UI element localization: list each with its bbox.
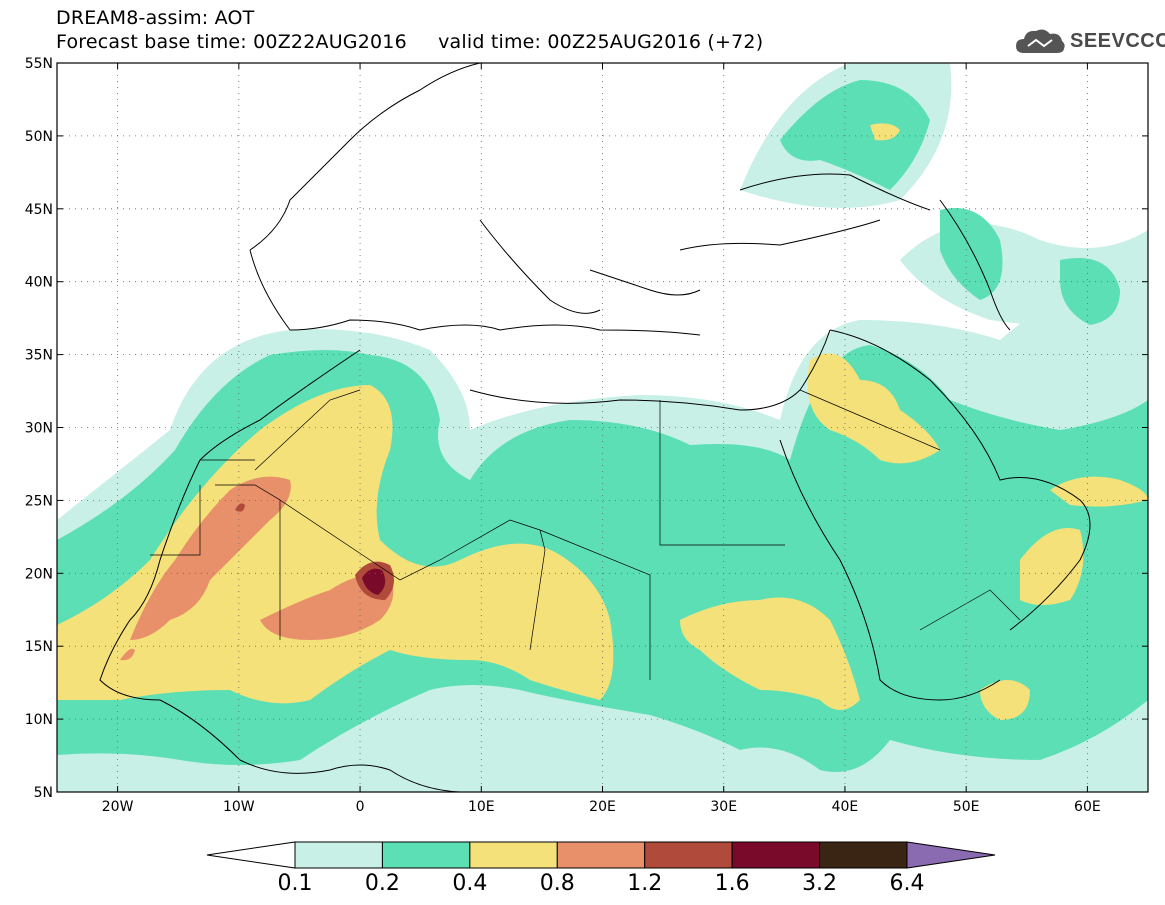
seevccc-logo: SEEVCCC <box>1014 26 1165 56</box>
colorbar-label: 0.4 <box>452 871 487 896</box>
lon-tick-label: 50E <box>953 799 980 815</box>
axis-ticks <box>57 62 1148 793</box>
country-borders <box>150 389 1021 680</box>
lon-tick-label: 30E <box>710 799 737 815</box>
colorbar-swatch <box>469 841 558 869</box>
lat-tick-label: 25N <box>25 493 53 509</box>
colorbar-swatch <box>556 841 646 869</box>
colorbar-label: 0.1 <box>278 871 313 896</box>
colorbar-labels: 0.1 0.2 0.4 0.8 1.2 1.6 3.2 6.4 <box>278 871 925 896</box>
colorbar-label: 0.2 <box>365 871 400 896</box>
colorbar-swatch <box>294 841 383 869</box>
lat-tick-label: 45N <box>25 202 53 218</box>
lat-tick-label: 15N <box>25 639 53 655</box>
lon-tick-label: 0 <box>356 799 365 815</box>
lat-tick-label: 20N <box>25 566 53 582</box>
forecast-time-line: Forecast base time: 00Z22AUG2016 valid t… <box>56 31 764 53</box>
lat-tick-label: 10N <box>25 712 53 728</box>
colorbar-label: 6.4 <box>890 871 925 896</box>
aot-level-0.4 <box>57 123 1148 720</box>
colorbar-low-arrow <box>206 841 296 869</box>
colorbar-swatch <box>819 841 908 869</box>
longitude-labels: 20W 10W 0 10E 20E 30E 40E 50E 60E <box>102 799 1101 815</box>
lon-tick-label: 20W <box>102 799 134 815</box>
colorbar <box>206 841 996 869</box>
colorbar-swatch <box>731 841 821 869</box>
lat-tick-label: 35N <box>25 348 53 364</box>
colorbar-high-arrow <box>906 841 996 869</box>
aot-level-1.6 <box>362 568 386 595</box>
lon-tick-label: 60E <box>1074 799 1101 815</box>
cloud-icon <box>1016 29 1065 53</box>
lat-tick-label: 40N <box>25 275 53 291</box>
colorbar-label: 1.6 <box>715 871 750 896</box>
lon-tick-label: 20E <box>589 799 616 815</box>
map-title: DREAM8-assim: AOT <box>56 7 255 29</box>
aot-contours <box>57 63 1148 792</box>
lon-tick-label: 10E <box>468 799 495 815</box>
logo-text: SEEVCCC <box>1070 29 1165 52</box>
lat-tick-label: 50N <box>25 129 53 145</box>
lat-tick-label: 55N <box>25 56 53 72</box>
aot-level-0.8 <box>120 476 394 661</box>
colorbar-label: 0.8 <box>540 871 575 896</box>
lat-tick-label: 5N <box>34 785 53 801</box>
latitude-labels: 55N 50N 45N 40N 35N 30N 25N 20N 15N 10N 5N <box>25 56 53 801</box>
lon-tick-label: 10W <box>223 799 255 815</box>
colorbar-swatch <box>644 841 733 869</box>
lat-tick-label: 30N <box>25 421 53 437</box>
coastlines <box>99 63 1091 792</box>
colorbar-swatch <box>381 841 471 869</box>
colorbar-label: 1.2 <box>627 871 662 896</box>
lon-tick-label: 40E <box>832 799 859 815</box>
colorbar-label: 3.2 <box>802 871 837 896</box>
